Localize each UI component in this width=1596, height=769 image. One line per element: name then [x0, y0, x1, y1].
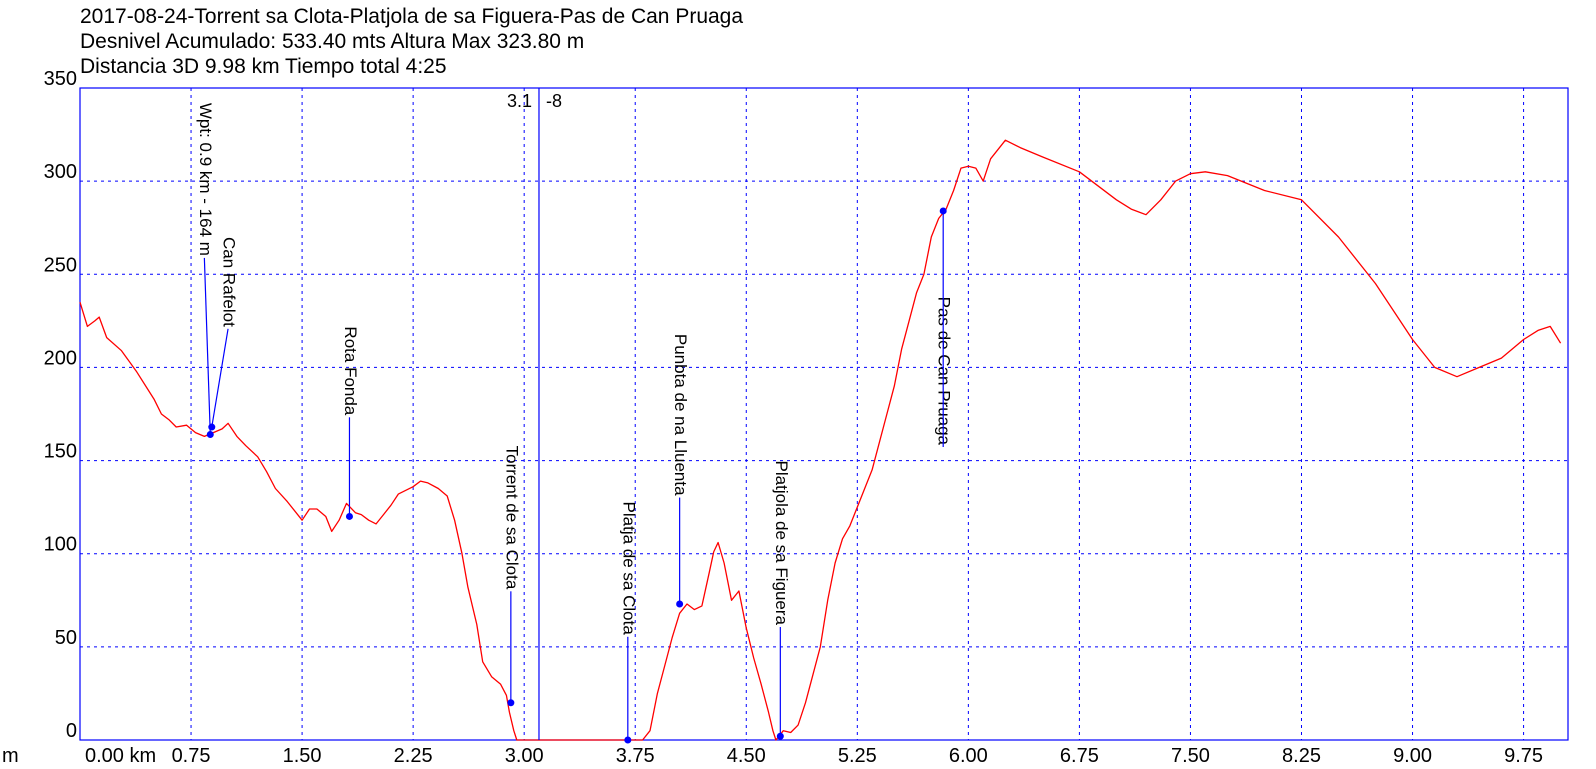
waypoint-marker[interactable]: [676, 600, 684, 608]
cursor-distance-label: 3.1: [507, 91, 532, 111]
x-unit-prefix: m: [2, 745, 19, 767]
waypoint-label: Punbta de na Lluenta: [671, 334, 690, 496]
waypoint-marker[interactable]: [208, 423, 216, 431]
cursor-value-label: -8: [546, 91, 562, 111]
waypoint-marker[interactable]: [776, 732, 784, 740]
axis-ticks: m 0.00 km 0.75 1.50 2.25 3.00 3.75 4.50 5.25 6.00…: [2, 68, 1543, 767]
chart-header: 2017-08-24-Torrent sa Clota-Platjola de …: [80, 4, 743, 79]
plot-frame: [79, 87, 1569, 741]
waypoint-label: Platja de sa Clota: [619, 502, 638, 636]
y-tick-label: 300: [44, 161, 77, 183]
distance-summary: Distancia 3D 9.98 km Tiempo total 4:25: [80, 55, 447, 78]
x-tick-label: 4.50: [727, 745, 766, 767]
chart-title: 2017-08-24-Torrent sa Clota-Platjola de …: [80, 5, 744, 28]
x-tick-label: 5.25: [838, 745, 877, 767]
y-tick-label: 200: [44, 347, 77, 369]
waypoints-layer: Wpt: 0.9 km - 164 m Can Rafelot Rota Fonda…: [196, 103, 954, 744]
x-tick-label: 6.75: [1060, 745, 1099, 767]
waypoint-marker[interactable]: [624, 736, 632, 744]
profile-line-layer: [79, 139, 1562, 741]
x-tick-label: 3.00: [505, 745, 544, 767]
waypoint-label: Platjola de sa Figuera: [772, 461, 791, 626]
x-tick-label: 1.50: [283, 745, 322, 767]
waypoint-marker[interactable]: [345, 512, 353, 520]
x-tick-label: 9.00: [1393, 745, 1432, 767]
y-tick-label: 100: [44, 534, 77, 556]
x-tick-label: 0.75: [172, 745, 211, 767]
cursor-layer: 3.1 -8: [507, 88, 562, 740]
x-tick-label: 6.00: [949, 745, 988, 767]
x-tick-label: 8.25: [1282, 745, 1321, 767]
waypoint-marker[interactable]: [206, 430, 214, 438]
y-tick-label: 150: [44, 441, 77, 463]
x-tick-label: 7.50: [1171, 745, 1210, 767]
y-tick-label: 0: [66, 720, 77, 742]
x-tick-label: 0.00 km: [85, 745, 156, 767]
waypoint-leader: [211, 328, 229, 428]
waypoint-label: Rota Fonda: [341, 326, 360, 415]
waypoint-marker[interactable]: [939, 207, 947, 215]
y-tick-label: 250: [44, 254, 77, 276]
x-tick-label: 2.25: [394, 745, 433, 767]
elevation-series-line: [79, 139, 1562, 741]
waypoint-marker[interactable]: [507, 699, 515, 707]
waypoint-label: Torrent de sa Clota: [502, 446, 521, 590]
waypoint-label: Wpt: 0.9 km - 164 m: [196, 103, 215, 256]
waypoint-label: Pas de Can Pruaga: [935, 297, 954, 446]
grid: [79, 87, 1569, 741]
x-tick-label: 9.75: [1504, 745, 1543, 767]
y-tick-label: 50: [55, 627, 77, 649]
y-tick-label: 350: [44, 68, 77, 90]
x-tick-label: 3.75: [616, 745, 655, 767]
elevation-summary: Desnivel Acumulado: 533.40 mts Altura Ma…: [80, 30, 585, 53]
waypoint-leader: [203, 257, 211, 435]
waypoint-label: Can Rafelot: [220, 237, 239, 327]
